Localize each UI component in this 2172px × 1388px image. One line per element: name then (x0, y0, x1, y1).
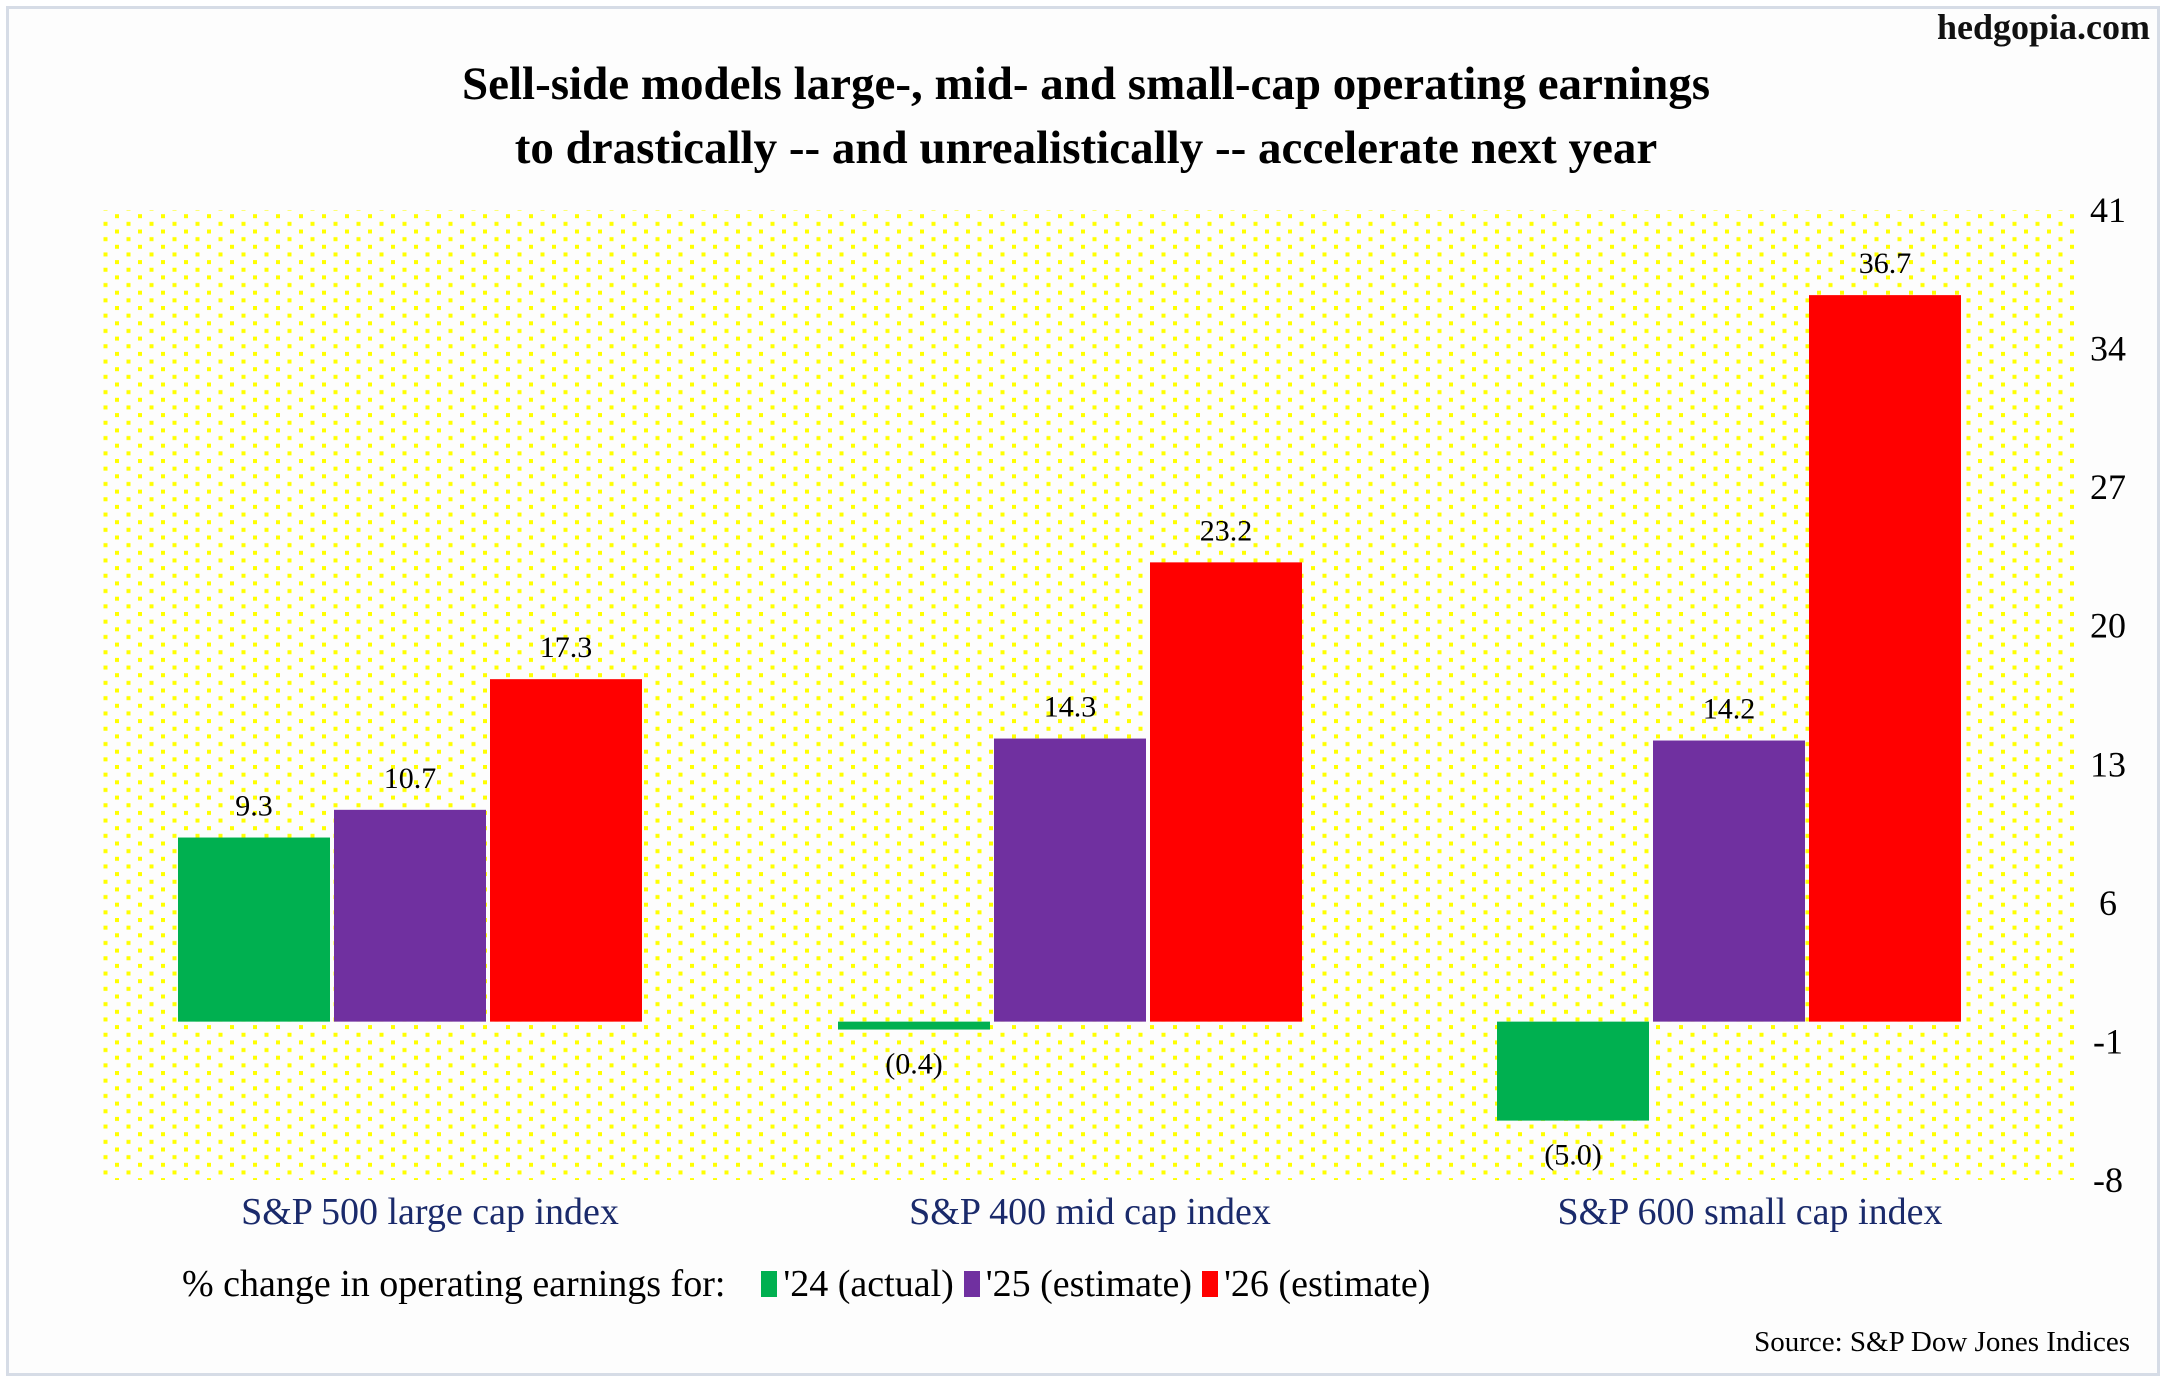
legend-item-label: '26 (estimate) (1224, 1263, 1431, 1305)
bar (490, 679, 642, 1022)
category-label: S&P 400 mid cap index (909, 1191, 1271, 1233)
bar (1150, 562, 1302, 1022)
legend-item-label: '25 (estimate) (985, 1263, 1193, 1305)
data-labels-layer: 9.3 (0.4) (5.0) 10.7 14.3 14.2 17.3 23.2 36.7 (235, 247, 1911, 1171)
legend-item-2025: '25 (estimate) (963, 1262, 1193, 1306)
data-label: (5.0) (1544, 1139, 1601, 1172)
bar (838, 1021, 990, 1030)
legend-item-label: '24 (actual) (783, 1263, 954, 1305)
data-label: (0.4) (885, 1048, 942, 1081)
bar (1497, 1021, 1649, 1121)
y-tick-label: -1 (2093, 1021, 2123, 1061)
y-tick-label: 20 (2090, 606, 2126, 646)
brand-watermark: hedgopia.com (1936, 7, 2150, 47)
legend-swatch-purple (963, 1271, 980, 1297)
bar (1809, 295, 1961, 1022)
y-tick-label: 13 (2090, 744, 2126, 784)
data-label: 10.7 (384, 762, 437, 795)
data-label: 23.2 (1200, 514, 1253, 547)
data-label: 17.3 (540, 631, 593, 664)
legend-swatch-green (761, 1271, 778, 1297)
category-label: S&P 600 small cap index (1557, 1191, 1943, 1233)
bar (334, 809, 486, 1022)
y-tick-label: 6 (2099, 883, 2117, 923)
source-note: Source: S&P Dow Jones Indices (1754, 1326, 2130, 1358)
y-tick-label: -8 (2093, 1160, 2123, 1200)
legend-item-2024: '24 (actual) (761, 1262, 954, 1306)
bar (994, 738, 1146, 1022)
y-tick-label: 27 (2090, 467, 2126, 507)
category-label: S&P 500 large cap index (241, 1191, 619, 1233)
legend-swatch-red (1202, 1271, 1219, 1297)
chart-title-line-1: Sell-side models large-, mid- and small-… (461, 58, 1711, 110)
legend-title: % change in operating earnings for: (182, 1263, 726, 1305)
chart-title-line-2: to drastically -- and unrealistically --… (514, 122, 1658, 174)
y-axis-ticks: 41 34 27 20 13 6 -1 -8 (2090, 190, 2126, 1200)
data-label: 14.3 (1044, 691, 1097, 724)
bar (1653, 740, 1805, 1022)
chart-title: Sell-side models large-, mid- and small-… (0, 52, 2172, 180)
bar (178, 837, 330, 1022)
y-tick-label: 41 (2090, 190, 2126, 230)
data-label: 14.2 (1703, 693, 1756, 726)
legend: % change in operating earnings for: '24 … (182, 1262, 1440, 1306)
bars-layer (178, 295, 1961, 1121)
y-tick-label: 34 (2090, 329, 2126, 369)
legend-item-2026: '26 (estimate) (1202, 1262, 1430, 1306)
data-label: 9.3 (235, 790, 273, 823)
data-label: 36.7 (1859, 247, 1912, 280)
